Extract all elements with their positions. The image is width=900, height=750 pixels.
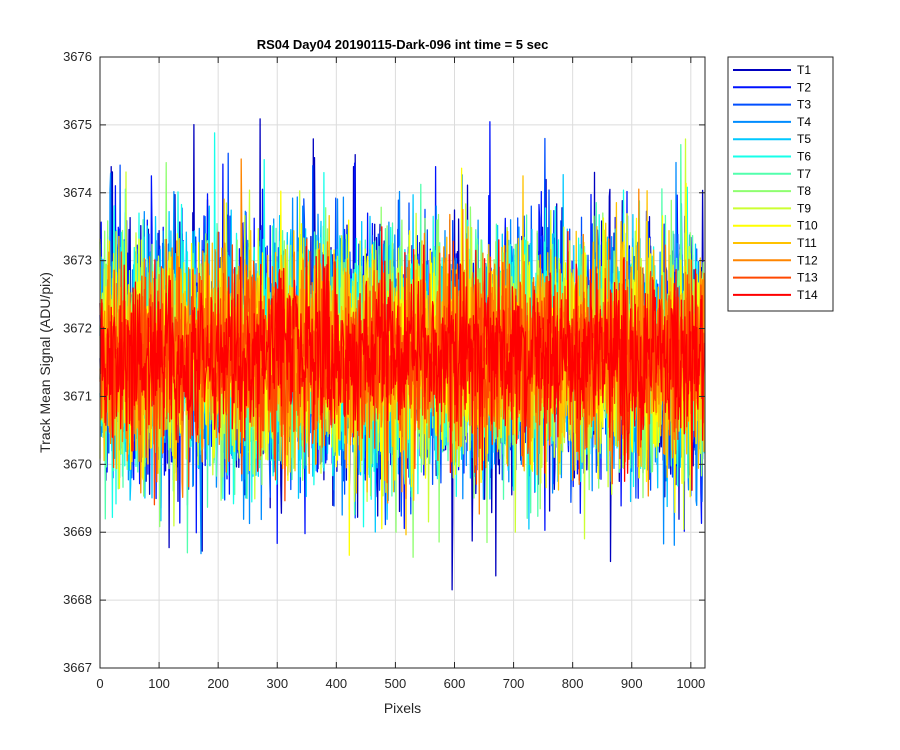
y-tick-label: 3668 <box>63 592 92 607</box>
x-tick-label: 300 <box>266 676 288 691</box>
x-tick-label: 400 <box>325 676 347 691</box>
legend-label: T7 <box>797 167 811 181</box>
x-tick-label: 800 <box>562 676 584 691</box>
x-tick-label: 0 <box>96 676 103 691</box>
plot-border <box>99 56 706 669</box>
x-tick-label: 700 <box>503 676 525 691</box>
legend-label: T9 <box>797 201 811 215</box>
y-tick-label: 3669 <box>63 524 92 539</box>
x-tick-label: 200 <box>207 676 229 691</box>
x-tick-label: 100 <box>148 676 170 691</box>
x-axis-label: Pixels <box>384 700 421 716</box>
legend-label: T10 <box>797 219 818 233</box>
legend-label: T8 <box>797 184 811 198</box>
legend-label: T14 <box>797 288 818 302</box>
legend-label: T4 <box>797 115 811 129</box>
legend-label: T12 <box>797 253 818 267</box>
x-tick-label: 1000 <box>676 676 705 691</box>
y-tick-label: 3671 <box>63 388 92 403</box>
legend: T1 T2 T3 T4 T5 T6 T7 T8 T9 T10 T11 T12 T13 T14 <box>727 56 834 312</box>
legend-label: T13 <box>797 271 818 285</box>
legend-label: T6 <box>797 150 811 164</box>
y-axis-label: Track Mean Signal (ADU/pix) <box>37 272 53 453</box>
legend-label: T11 <box>797 236 817 250</box>
y-tick-label: 3667 <box>63 660 92 675</box>
legend-box <box>727 56 834 312</box>
y-tick-label: 3674 <box>63 185 92 200</box>
y-tick-label: 3672 <box>63 321 92 336</box>
x-tick-label: 900 <box>621 676 643 691</box>
y-tick-label: 3675 <box>63 117 92 132</box>
chart-title: RS04 Day04 20190115-Dark-096 int time = … <box>257 37 549 52</box>
x-tick-label: 600 <box>444 676 466 691</box>
series-line-t14 <box>99 226 706 491</box>
x-tick-label: 500 <box>385 676 407 691</box>
y-tick-label: 3670 <box>63 456 92 471</box>
y-tick-label: 3676 <box>63 49 92 64</box>
axis-ticks: 0 100 200 300 400 500 600 700 800 900 1000 3667 3668… <box>63 49 705 691</box>
y-tick-label: 3673 <box>63 253 92 268</box>
legend-label: T3 <box>797 98 811 112</box>
legend-label: T2 <box>797 80 811 94</box>
legend-label: T5 <box>797 132 811 146</box>
series-layer <box>99 118 706 591</box>
legend-label: T1 <box>797 63 811 77</box>
